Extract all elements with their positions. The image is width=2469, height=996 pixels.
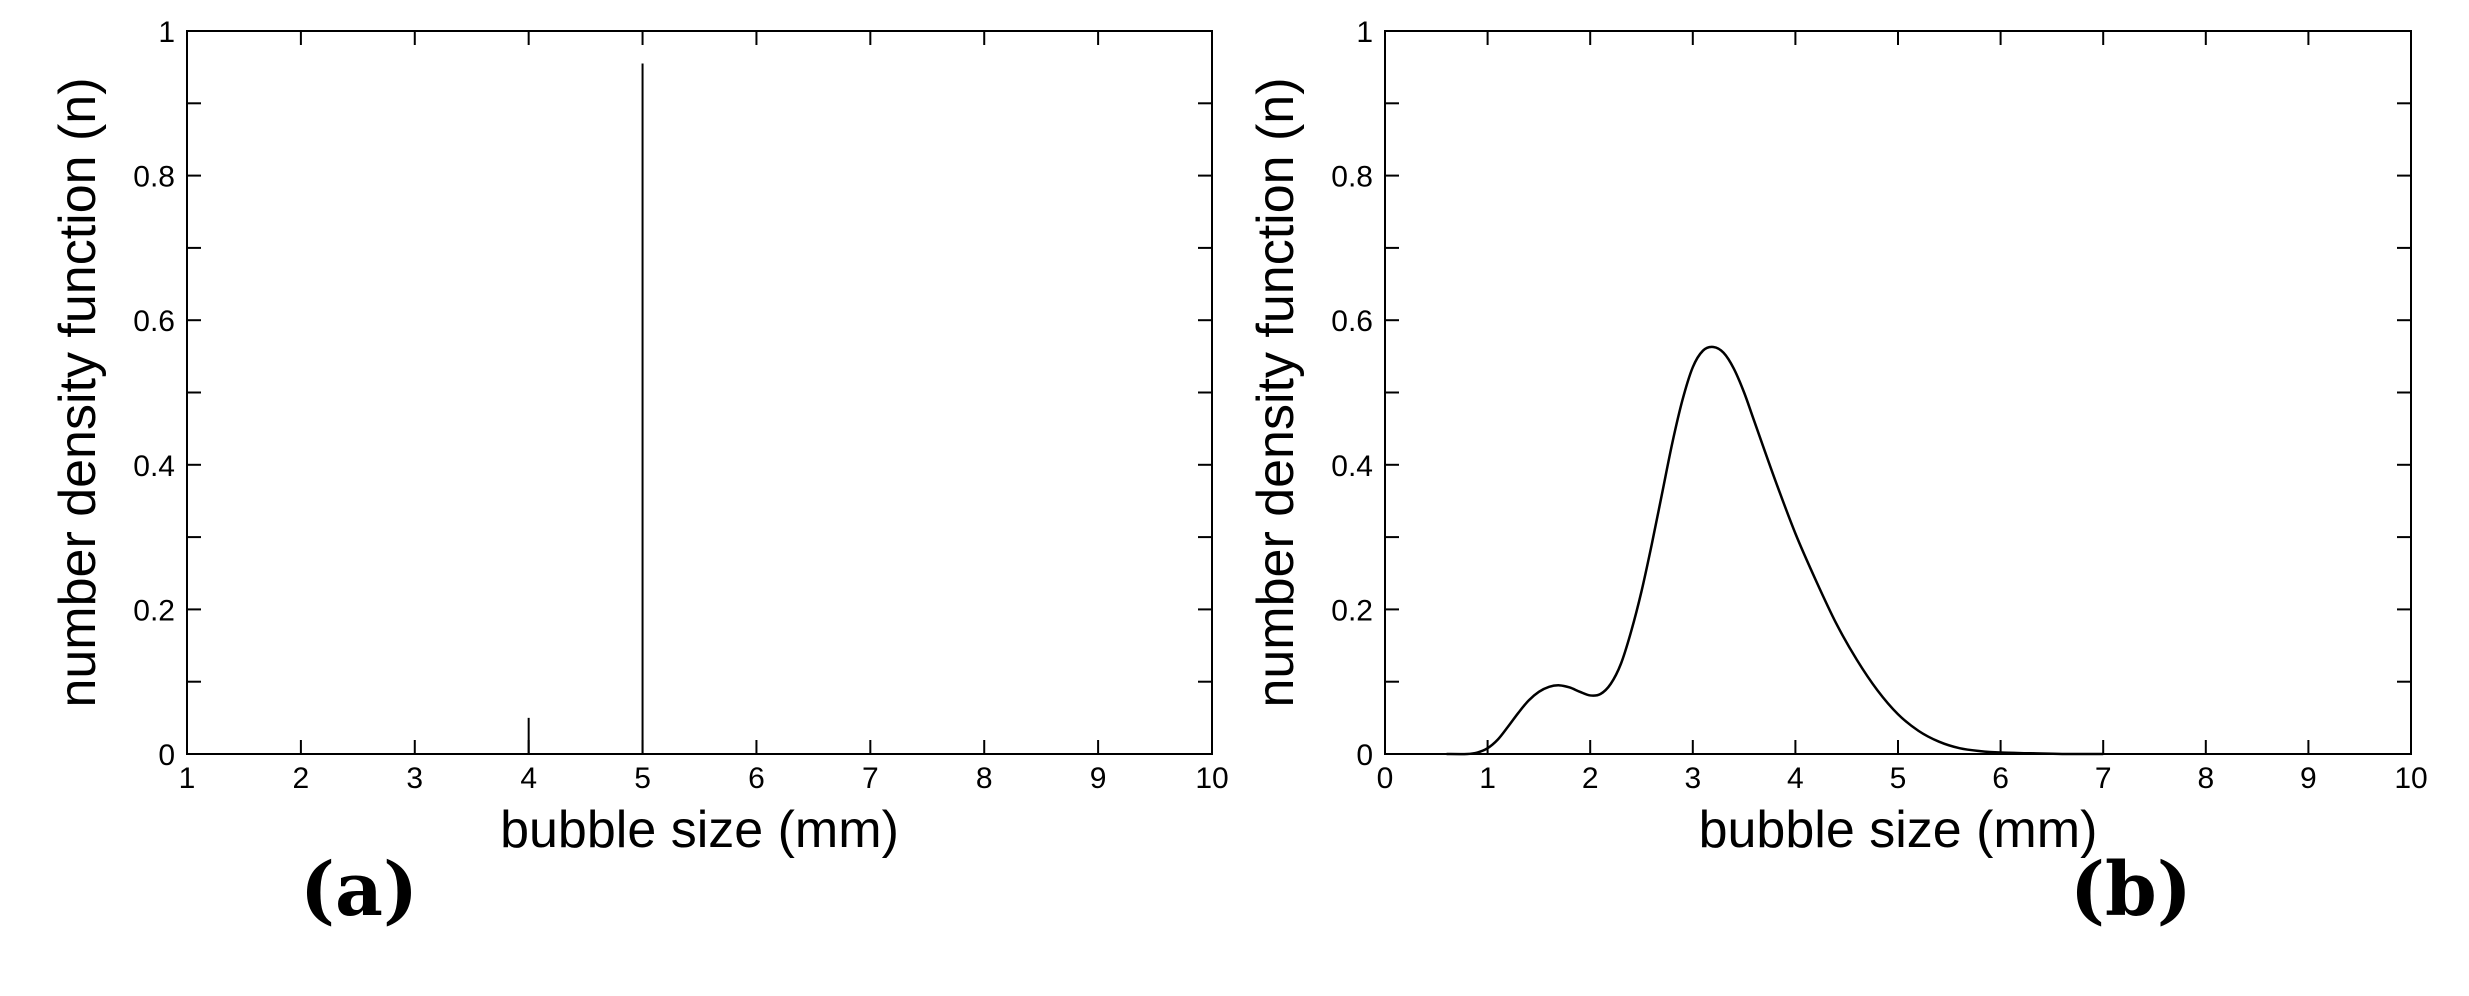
x-tick-label: 0 [1377, 762, 1394, 795]
x-tick-label: 5 [1890, 762, 1907, 795]
x-tick-label: 2 [293, 762, 310, 795]
x-tick-label: 3 [406, 762, 423, 795]
x-tick-label: 6 [748, 762, 765, 795]
panel-label-b: (b) [2070, 847, 2192, 933]
y-tick-label: 0.4 [133, 450, 175, 483]
panel-label-a: (a) [300, 847, 418, 933]
y-axis-label: number density function (n) [1247, 77, 1305, 707]
x-axis-label: bubble size (mm) [500, 801, 899, 859]
x-tick-label: 9 [2300, 762, 2317, 795]
y-tick-label: 0.2 [133, 594, 175, 627]
x-tick-label: 4 [520, 762, 537, 795]
x-tick-label: 5 [634, 762, 651, 795]
x-tick-label: 10 [2394, 762, 2427, 795]
y-tick-label: 0.6 [133, 305, 175, 338]
chart-b: 0 1 2 3 4 5 6 7 8 9 10 0 0.2 0.4 0.6 0.8 1 bubble size (m… [1247, 16, 2428, 859]
x-tick-label: 4 [1787, 762, 1804, 795]
axes-box [186, 30, 1213, 755]
y-tick-label: 0.2 [1331, 594, 1373, 627]
y-tick-label: 1 [1356, 16, 1373, 49]
y-tick-label: 0 [1356, 739, 1373, 772]
x-tick-label: 9 [1090, 762, 1107, 795]
y-tick-label: 0.4 [1331, 450, 1373, 483]
y-tick-label: 0.8 [133, 161, 175, 194]
density-curve [1446, 345, 2104, 756]
y-tick-label: 0 [158, 739, 175, 772]
x-tick-label: 8 [2197, 762, 2214, 795]
x-tick-label: 1 [179, 762, 196, 795]
x-tick-label: 3 [1684, 762, 1701, 795]
y-tick-label: 0.6 [1331, 305, 1373, 338]
x-tick-label: 7 [2095, 762, 2112, 795]
y-tick-label: 0.8 [1331, 161, 1373, 194]
axes-box [1384, 30, 2412, 755]
x-tick-label: 6 [1992, 762, 2009, 795]
x-tick-label: 10 [1195, 762, 1228, 795]
x-tick-label: 2 [1582, 762, 1599, 795]
x-tick-label: 1 [1479, 762, 1496, 795]
x-axis-label: bubble size (mm) [1699, 801, 2098, 859]
x-tick-label: 7 [862, 762, 879, 795]
y-tick-label: 1 [158, 16, 175, 49]
chart-a: 1 2 3 4 5 6 7 8 9 10 0 0.2 0.4 0.6 0.8 1 bubble size (mm… [49, 16, 1229, 859]
x-tick-label: 8 [976, 762, 993, 795]
y-axis-label: number density function (n) [49, 77, 107, 707]
